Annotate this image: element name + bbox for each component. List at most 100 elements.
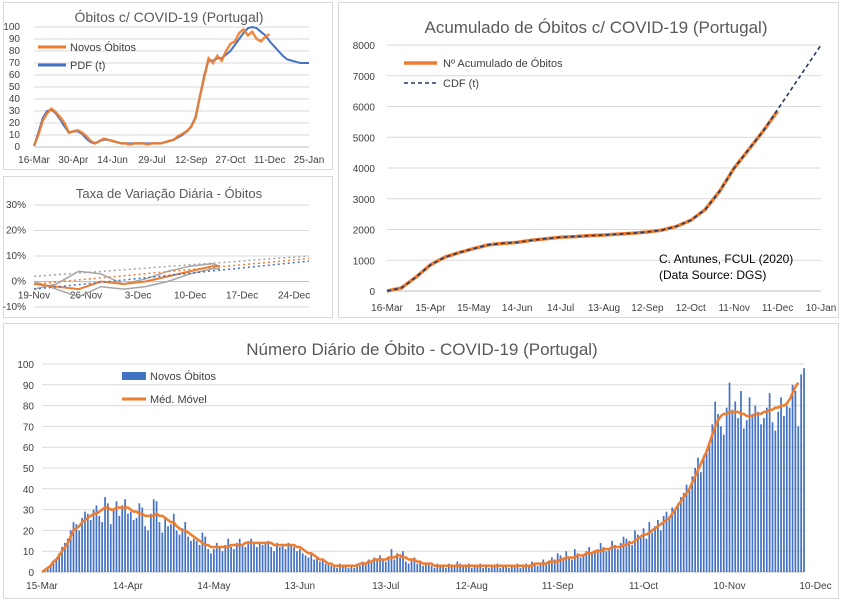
bar-novos-obitos bbox=[92, 509, 95, 572]
bar-novos-obitos bbox=[81, 517, 83, 572]
bar-novos-obitos bbox=[244, 547, 247, 572]
bar-novos-obitos bbox=[104, 497, 106, 572]
bar-novos-obitos bbox=[167, 526, 169, 572]
y-tick-label: 1000 bbox=[353, 256, 376, 267]
bar-novos-obitos bbox=[748, 397, 751, 572]
bar-novos-obitos bbox=[336, 567, 338, 572]
bar-novos-obitos bbox=[459, 563, 462, 572]
bar-novos-obitos bbox=[442, 565, 444, 572]
bar-novos-obitos bbox=[642, 528, 645, 572]
bar-novos-obitos bbox=[499, 567, 502, 572]
bar-novos-obitos bbox=[150, 513, 152, 572]
bar-novos-obitos bbox=[771, 422, 774, 572]
x-tick-label: 3-Dec bbox=[125, 291, 152, 302]
x-tick-label: 10-Dec bbox=[799, 581, 831, 592]
chart-title: Taxa de Variação Diária - Óbitos bbox=[76, 186, 263, 201]
bar-novos-obitos bbox=[287, 542, 290, 572]
chart-obitos-svg: Óbitos c/ COVID-19 (Portugal) 01020304050… bbox=[3, 9, 324, 166]
bar-novos-obitos bbox=[284, 549, 287, 572]
bar-novos-obitos bbox=[657, 520, 659, 572]
y-tick-label: 100 bbox=[17, 360, 34, 371]
bar-novos-obitos bbox=[327, 563, 330, 572]
x-tick-label: 12-Sep bbox=[175, 155, 208, 166]
bar-novos-obitos bbox=[350, 565, 353, 572]
bar-novos-obitos bbox=[785, 405, 788, 572]
bar-novos-obitos bbox=[215, 542, 218, 572]
bar-novos-obitos bbox=[548, 561, 550, 572]
bar-novos-obitos bbox=[313, 559, 315, 572]
bar-novos-obitos bbox=[625, 538, 628, 572]
bar-novos-obitos bbox=[740, 391, 742, 572]
bar-novos-obitos bbox=[86, 513, 89, 572]
bar-novos-obitos bbox=[144, 526, 146, 572]
bar-novos-obitos bbox=[505, 565, 507, 572]
legend-label: Novos Óbitos bbox=[150, 370, 217, 383]
y-tick-label: 30 bbox=[9, 106, 21, 117]
bar-novos-obitos bbox=[273, 551, 275, 572]
y-tick-label: -10% bbox=[3, 302, 26, 313]
y-tick-label: 60 bbox=[23, 443, 35, 454]
y-tick-label: 30 bbox=[23, 506, 35, 517]
bar-novos-obitos bbox=[697, 457, 699, 572]
bar-novos-obitos bbox=[542, 559, 545, 572]
bar-novos-obitos bbox=[565, 551, 568, 572]
x-tick-label: 27-Oct bbox=[215, 155, 245, 166]
bar-novos-obitos bbox=[525, 563, 527, 572]
bar-novos-obitos bbox=[281, 544, 284, 572]
bar-novos-obitos bbox=[728, 382, 731, 572]
bar-novos-obitos bbox=[562, 557, 565, 572]
bar-novos-obitos bbox=[479, 563, 482, 572]
chart-panel-acumulado: Acumulado de Óbitos c/ COVID-19 (Portuga… bbox=[338, 2, 839, 318]
bar-novos-obitos bbox=[674, 509, 676, 572]
chart-panel-taxa: Taxa de Variação Diária - Óbitos 30% 20% 10… bbox=[3, 176, 333, 318]
x-tick-label: 13-Jul bbox=[372, 581, 399, 592]
bar-novos-obitos bbox=[436, 563, 439, 572]
bar-novos-obitos bbox=[754, 405, 757, 572]
y-tick-label: 90 bbox=[23, 381, 35, 392]
bar-novos-obitos bbox=[522, 565, 525, 572]
bar-novos-obitos bbox=[187, 536, 189, 572]
bar-novos-obitos bbox=[783, 416, 785, 572]
bar-novos-obitos bbox=[605, 551, 608, 572]
bar-novos-obitos bbox=[516, 563, 519, 572]
bar-novos-obitos bbox=[671, 507, 674, 572]
bar-novos-obitos bbox=[433, 567, 436, 572]
bar-novos-obitos bbox=[147, 530, 149, 572]
bar-novos-obitos bbox=[307, 557, 310, 572]
bar-novos-obitos bbox=[341, 565, 344, 572]
bar-novos-obitos bbox=[221, 551, 224, 572]
y-tick-label: 80 bbox=[9, 46, 21, 57]
bar-novos-obitos bbox=[419, 561, 421, 572]
chart-title: Número Diário de Óbito - COVID-19 (Portu… bbox=[246, 340, 597, 359]
bar-novos-obitos bbox=[708, 440, 711, 572]
bar-novos-obitos bbox=[571, 559, 573, 572]
bar-novos-obitos bbox=[207, 549, 210, 572]
bar-novos-obitos bbox=[668, 517, 671, 572]
y-tick-label: 90 bbox=[9, 34, 21, 45]
series-line-media-movel bbox=[41, 382, 800, 574]
bar-novos-obitos bbox=[462, 565, 464, 572]
y-tick-label: 0% bbox=[12, 277, 27, 288]
bar-novos-obitos bbox=[364, 563, 367, 572]
bar-novos-obitos bbox=[510, 565, 513, 572]
bar-novos-obitos bbox=[330, 565, 333, 572]
bar-novos-obitos bbox=[402, 551, 404, 572]
bar-novos-obitos bbox=[599, 542, 602, 572]
bar-novos-obitos bbox=[75, 524, 78, 572]
y-tick-label: 3000 bbox=[353, 195, 376, 206]
bar-novos-obitos bbox=[333, 565, 336, 572]
bar-novos-obitos bbox=[198, 544, 201, 572]
bar-novos-obitos bbox=[170, 524, 172, 572]
bar-novos-obitos bbox=[694, 468, 696, 572]
y-tick-label: 0 bbox=[14, 142, 20, 153]
y-tick-label: 20 bbox=[23, 526, 35, 537]
bar-novos-obitos bbox=[745, 420, 748, 572]
trendline bbox=[33, 260, 310, 290]
bar-novos-obitos bbox=[488, 567, 490, 572]
bar-novos-obitos bbox=[763, 418, 765, 572]
y-tick-label: 100 bbox=[3, 22, 20, 33]
bar-novos-obitos bbox=[800, 374, 802, 572]
chart-taxa-svg: Taxa de Variação Diária - Óbitos 30% 20% 10… bbox=[3, 186, 311, 313]
bar-novos-obitos bbox=[691, 476, 694, 572]
bar-novos-obitos bbox=[602, 547, 605, 572]
